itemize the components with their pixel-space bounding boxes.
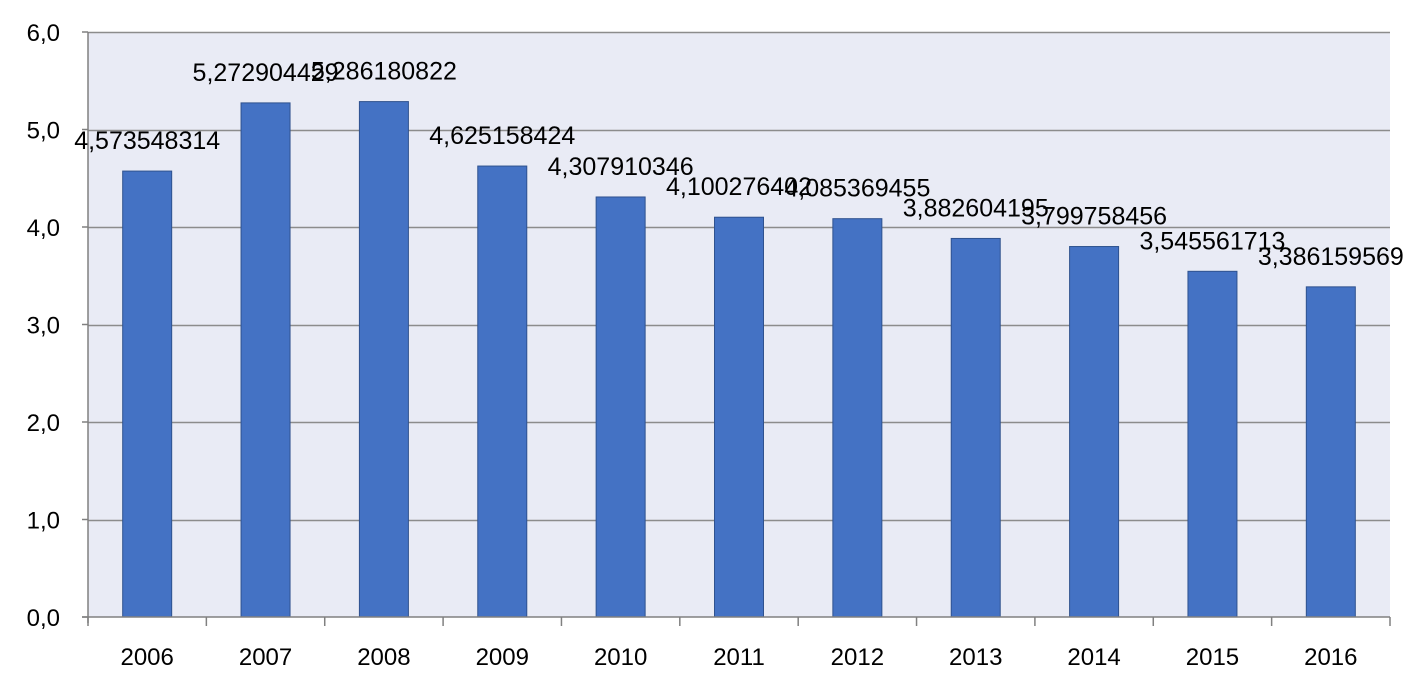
data-label: 5,272904429 xyxy=(193,59,339,87)
y-tick-label: 0,0 xyxy=(27,605,60,632)
x-tick-label: 2014 xyxy=(1067,644,1120,671)
bar xyxy=(122,170,173,618)
bar xyxy=(1069,246,1120,618)
bars xyxy=(122,101,1356,618)
x-tick-label: 2015 xyxy=(1186,644,1239,671)
y-tick-label: 1,0 xyxy=(27,508,60,535)
bar xyxy=(477,165,528,618)
data-label: 3,799758456 xyxy=(1021,203,1167,231)
bar xyxy=(358,101,409,618)
x-tick-label: 2013 xyxy=(949,644,1002,671)
data-label: 3,882604195 xyxy=(903,194,1049,222)
x-tick-label: 2010 xyxy=(594,644,647,671)
x-tick-label: 2007 xyxy=(239,644,292,671)
x-tick-label: 2009 xyxy=(476,644,529,671)
y-tick-label: 2,0 xyxy=(27,410,60,437)
bar xyxy=(595,196,646,618)
data-label: 4,625158424 xyxy=(429,122,575,150)
y-tick-label: 6,0 xyxy=(27,20,60,47)
bar xyxy=(832,218,883,618)
y-tick-label: 4,0 xyxy=(27,215,60,242)
bar xyxy=(240,102,291,618)
bar xyxy=(950,237,1001,618)
x-tick-label: 2012 xyxy=(831,644,884,671)
x-tick-label: 2011 xyxy=(713,644,765,671)
bar xyxy=(1187,270,1238,618)
bar xyxy=(714,216,764,618)
data-label: 4,085369455 xyxy=(784,175,930,203)
x-tick-label: 2016 xyxy=(1304,644,1357,671)
y-tick-label: 3,0 xyxy=(27,313,60,340)
x-tick-label: 2006 xyxy=(120,644,173,671)
data-label: 4,573548314 xyxy=(74,127,220,155)
y-tick-label: 5,0 xyxy=(27,118,60,145)
bar xyxy=(1305,286,1356,618)
y-ticks: 0,0 1,0 2,0 3,0 4,0 5,0 6,0 xyxy=(27,20,88,632)
x-ticks: 2006 2007 2008 2009 2010 2011 2012 2013 2014 2015… xyxy=(87,617,1391,671)
data-label: 4,100276402 xyxy=(666,173,812,201)
data-label: 3,545561713 xyxy=(1139,227,1285,255)
data-label: 4,307910346 xyxy=(548,153,694,181)
x-tick-label: 2008 xyxy=(357,644,410,671)
data-label: 5,286180822 xyxy=(311,58,457,86)
data-label: 3,386159569 xyxy=(1258,243,1404,271)
